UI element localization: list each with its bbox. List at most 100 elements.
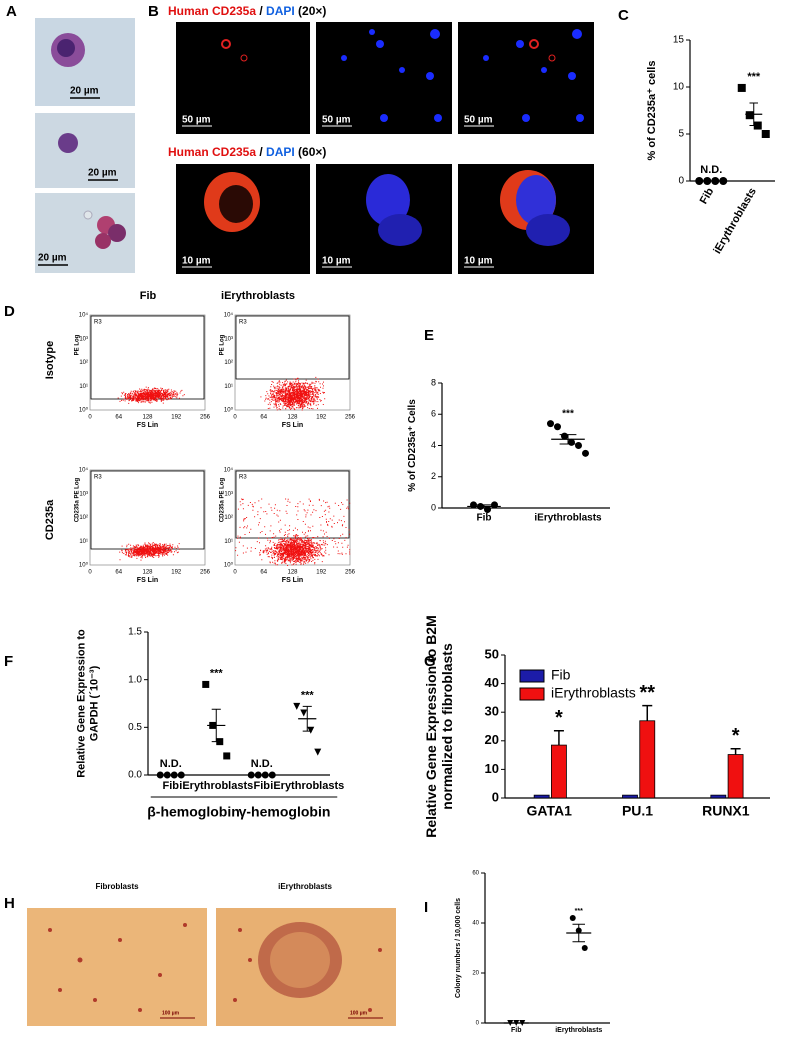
error-bar xyxy=(572,923,585,943)
panel-letters: A B C D E F G H I xyxy=(4,3,629,916)
x-tick-label: Fib xyxy=(254,780,271,792)
x-tick-label: 64 xyxy=(115,415,122,421)
x-tick-label: iErythroblasts xyxy=(711,186,758,256)
x-tick-label: 256 xyxy=(345,415,356,421)
x-axis-label: FS Lin xyxy=(282,422,303,429)
panel-letter: B xyxy=(148,3,159,20)
x-axis-label: FS Lin xyxy=(282,577,303,584)
point xyxy=(202,680,210,688)
x-tick-label: 64 xyxy=(260,415,267,421)
title-part: DAPI xyxy=(266,4,295,18)
panel-b: Human CD235a / DAPI (20×) 50 µm 50 µm 50… xyxy=(168,4,594,274)
event-dots xyxy=(117,386,185,404)
y-tick-label: 10⁴ xyxy=(224,312,234,319)
y-label-line: % of CD235a⁺ Cells xyxy=(407,399,418,492)
y-label-line: Relative Gene Expression to B2M xyxy=(423,615,439,838)
y-tick-label: 10⁰ xyxy=(224,562,234,569)
significance-label: N.D. xyxy=(251,758,273,770)
x-tick-label: 0 xyxy=(233,415,237,421)
x-tick-label: iErythroblasts xyxy=(534,513,602,524)
y-tick-label: 30 xyxy=(485,704,499,719)
point xyxy=(575,442,582,449)
y-tick-label: 0.5 xyxy=(128,722,142,733)
point xyxy=(223,752,231,760)
error-bar xyxy=(730,748,741,755)
panel-letter: E xyxy=(424,327,434,344)
gate-label: R3 xyxy=(239,475,247,481)
bar xyxy=(622,794,638,799)
error-bar xyxy=(475,504,493,509)
chart: 0 10 20 30 40 50 Relative Gene Expression to B… xyxy=(423,615,770,838)
x-tick-label: Fib xyxy=(163,780,180,792)
title-part: Human CD235a xyxy=(168,4,256,18)
flow-plot: R3 0 64 128 192 256 10⁰ 10¹ 10² 10³ 10⁴ FS Lin PE Lo… xyxy=(220,312,356,429)
chart: 0 20 40 60 Colony numbers / 10,000 cells Fib i… xyxy=(455,871,610,1034)
bar xyxy=(639,720,656,799)
y-axis-label: % of CD235a⁺ cells xyxy=(646,61,658,161)
scale-bar: 20 µm xyxy=(38,253,67,264)
panel-h: Fibroblasts iErythroblasts 100 µm 100 µm xyxy=(27,882,396,1026)
legend-swatch xyxy=(519,687,545,701)
scale-bar: 100 µm xyxy=(162,1010,180,1016)
chart: 0.0 0.5 1.0 1.5 Relative Gene Expression toG… xyxy=(75,627,344,820)
scale-bar: 50 µm xyxy=(182,115,211,126)
y-label-line: normalized to fibroblasts xyxy=(439,643,455,810)
y-axis-label: PE Log xyxy=(75,334,81,355)
y-tick-label: 10 xyxy=(485,761,499,776)
y-tick-label: 10² xyxy=(79,360,88,366)
y-tick-label: 5 xyxy=(678,129,684,140)
x-tick-label: Fib xyxy=(477,513,492,524)
significance-label: *** xyxy=(301,689,315,701)
x-axis-label: FS Lin xyxy=(137,422,158,429)
gate xyxy=(90,315,205,400)
significance-label: ** xyxy=(639,682,655,704)
panel-letter: D xyxy=(4,303,15,320)
panel-letter: A xyxy=(6,3,17,20)
micrograph xyxy=(35,113,135,188)
y-axis-label: CD235a PE Log xyxy=(220,477,226,522)
column-title: Fib xyxy=(140,290,157,302)
cell xyxy=(108,224,126,242)
point xyxy=(737,83,746,92)
gate xyxy=(90,470,205,550)
image-title: iErythroblasts xyxy=(278,882,332,891)
x-tick-label: iErythroblasts xyxy=(555,1027,602,1034)
x-tick-label: 256 xyxy=(200,415,211,421)
gate xyxy=(235,315,350,380)
scale-bar: 20 µm xyxy=(70,86,99,97)
y-tick-label: 10² xyxy=(224,515,233,521)
y-tick-label: 10¹ xyxy=(224,539,233,545)
scale-bar: 10 µm xyxy=(182,256,211,267)
point xyxy=(719,177,728,185)
x-tick-label: 128 xyxy=(287,415,298,421)
x-tick-label: 128 xyxy=(142,570,153,576)
y-tick-label: 10 xyxy=(673,82,685,93)
plot-frame xyxy=(234,314,351,411)
error-bar xyxy=(553,730,564,746)
group-label: β-hemoglobin xyxy=(147,804,240,820)
x-tick-label: Fib xyxy=(511,1027,522,1034)
legend-label: iErythroblasts xyxy=(551,685,636,701)
x-tick-label: 64 xyxy=(260,570,267,576)
x-tick-label: 256 xyxy=(200,570,211,576)
x-tick-label: RUNX1 xyxy=(702,803,750,819)
panel-a: 20 µm 20 µm 20 µm xyxy=(35,18,135,273)
y-tick-label: 10⁴ xyxy=(224,467,234,474)
event-dots xyxy=(235,498,351,566)
legend-label: Fib xyxy=(551,667,571,683)
title-part: (20×) xyxy=(295,4,327,18)
y-tick-label: 10³ xyxy=(79,491,88,497)
cell xyxy=(58,133,78,153)
x-tick-label: 192 xyxy=(316,415,327,421)
error-bar xyxy=(559,434,577,445)
point xyxy=(484,506,491,514)
scale-bar: 50 µm xyxy=(322,115,351,126)
bar xyxy=(727,754,744,799)
gate-label: R3 xyxy=(94,320,102,326)
y-tick-label: 10⁴ xyxy=(79,312,89,319)
y-tick-label: 20 xyxy=(472,971,479,977)
y-tick-label: 0.0 xyxy=(128,770,142,781)
y-tick-label: 2 xyxy=(431,471,436,481)
event-dots xyxy=(260,376,326,411)
